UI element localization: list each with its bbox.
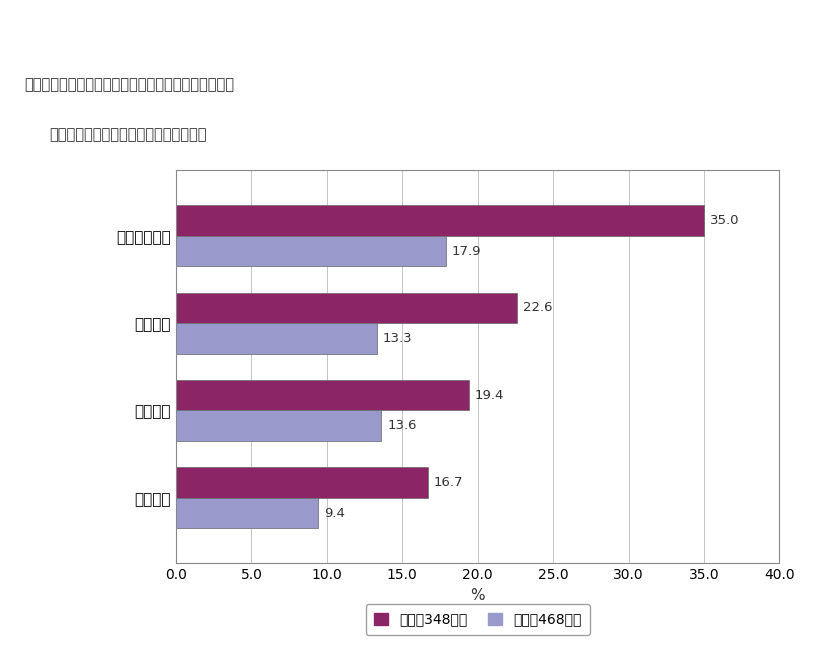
Text: 図２　男女別にみた活動状況と翔年の交際相手の有無: 図２ 男女別にみた活動状況と翔年の交際相手の有無 xyxy=(24,77,235,92)
Text: 13.6: 13.6 xyxy=(387,419,416,432)
Text: 17.9: 17.9 xyxy=(452,244,482,257)
Bar xyxy=(176,467,428,498)
Bar xyxy=(176,498,318,529)
X-axis label: %: % xyxy=(470,588,485,603)
Text: 9.4: 9.4 xyxy=(323,506,344,519)
Bar xyxy=(176,205,704,236)
Bar xyxy=(176,411,381,441)
Legend: 女性（348人）, 男性（468人）: 女性（348人）, 男性（468人） xyxy=(365,605,590,635)
Text: 活動数が多い人ほど、恋人を作れている！: 活動数が多い人ほど、恋人を作れている！ xyxy=(285,24,553,47)
Bar xyxy=(176,380,468,411)
Bar xyxy=(176,323,376,354)
Text: （前年に交際相手のいなかった未婚者）: （前年に交際相手のいなかった未婚者） xyxy=(49,127,206,142)
Text: 16.7: 16.7 xyxy=(434,476,463,489)
Bar xyxy=(176,236,446,267)
Text: 35.0: 35.0 xyxy=(710,214,739,227)
Bar xyxy=(176,293,517,323)
Text: 19.4: 19.4 xyxy=(474,388,504,402)
Text: 22.6: 22.6 xyxy=(523,301,552,314)
Text: 13.3: 13.3 xyxy=(383,332,412,345)
